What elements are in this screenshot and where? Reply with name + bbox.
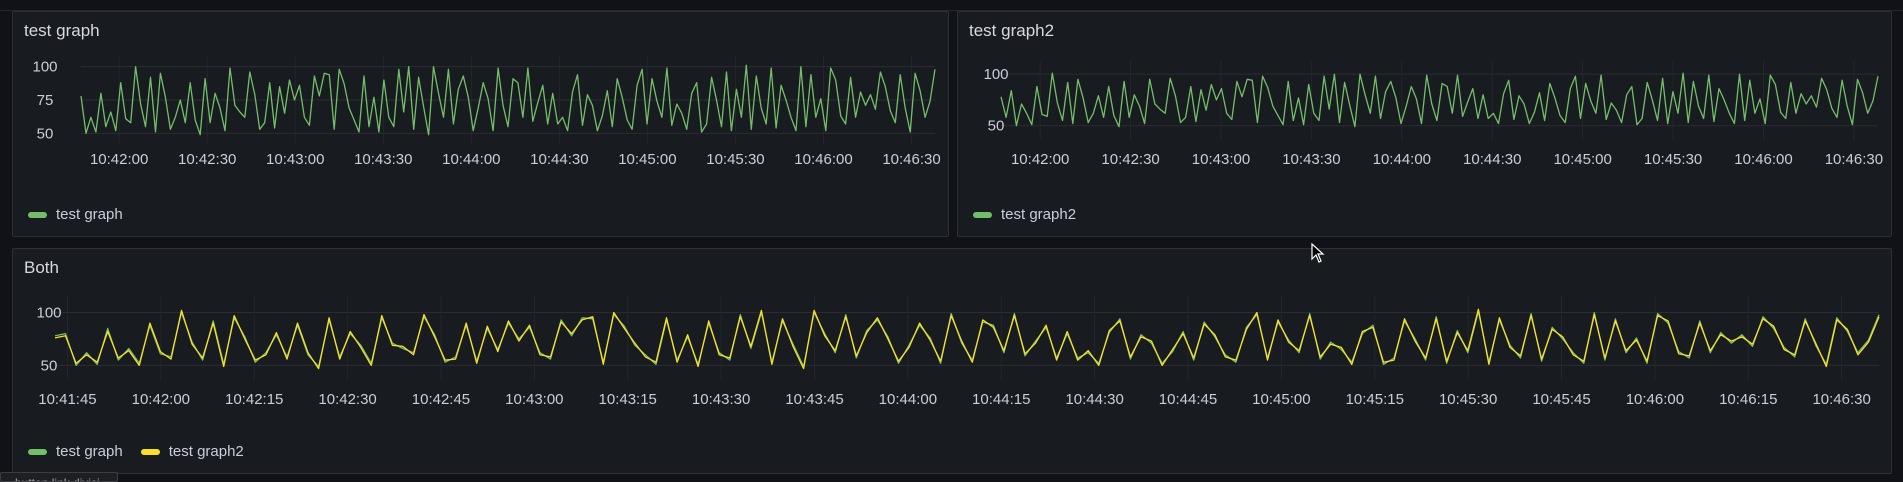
series-line-test-graph2 [54,308,1880,370]
x-tick-label: 10:45:30 [706,151,764,168]
x-tick-label: 10:46:00 [1734,151,1792,168]
legend-label: test graph2 [168,443,244,460]
legend-label: test graph2 [1001,206,1077,223]
y-tick-label: 50 [988,118,1005,135]
x-tick-label: 10:46:30 [1825,151,1883,168]
top-divider [0,0,1903,11]
chart-both: 50 100 10:41:45 10:42:00 10:42:15 10:42:30 10:… [36,296,1880,408]
x-tick-label: 10:42:30 [318,391,376,408]
legend-swatch [973,211,992,218]
chart-test-graph: 50 75 100 10:42:00 10:42:30 10:43:00 10:43:30 1… [32,56,941,168]
x-tick-label: 10:43:30 [692,391,750,408]
panel-both[interactable]: Both 50 100 10:41:45 10:42:00 10:42:15 10:42:… [12,248,1892,474]
x-tick-label: 10:45:00 [1252,391,1310,408]
legend: test graph [28,206,123,223]
mouse-cursor-icon [1311,243,1325,263]
x-tick-label: 10:41:45 [38,391,96,408]
legend-item-test-graph2[interactable]: test graph2 [973,206,1076,223]
series-line-test-graph [80,64,936,136]
x-tick-label: 10:42:00 [1011,151,1069,168]
x-tick-label: 10:45:30 [1439,391,1497,408]
y-tick-label: 50 [37,125,54,142]
x-tick-label: 10:43:00 [266,151,324,168]
x-tick-label: 10:44:30 [1463,151,1521,168]
x-tick-label: 10:46:15 [1719,391,1777,408]
x-tick-label: 10:42:15 [225,391,283,408]
panel-test-graph2[interactable]: test graph2 50 100 10:42:00 10:42:30 10:43:0… [957,11,1892,237]
panel-test-graph[interactable]: test graph 50 75 100 10:42:00 10:42:30 10:43:… [12,11,949,237]
legend-swatch [140,448,160,455]
x-tick-label: 10:42:45 [412,391,470,408]
panel-title[interactable]: Both [24,258,59,277]
x-tick-label: 10:43:45 [785,391,843,408]
y-tick-label: 100 [36,304,61,321]
x-tick-label: 10:44:15 [972,391,1030,408]
legend-swatch [28,448,47,455]
link-tooltip: ...button link divisi... [0,472,118,482]
x-tick-label: 10:44:45 [1159,391,1217,408]
x-tick-label: 10:45:00 [1553,151,1611,168]
x-tick-label: 10:46:00 [1626,391,1684,408]
x-tick-label: 10:45:45 [1532,391,1590,408]
x-tick-label: 10:45:00 [618,151,676,168]
x-tick-label: 10:46:00 [794,151,852,168]
x-tick-label: 10:43:30 [354,151,412,168]
x-tick-label: 10:42:30 [178,151,236,168]
legend-swatch [28,211,47,218]
x-tick-label: 10:45:15 [1346,391,1404,408]
y-tick-label: 75 [37,92,54,109]
legend: test graph test graph2 [28,443,244,460]
y-tick-label: 50 [41,357,58,374]
x-tick-label: 10:44:30 [1065,391,1123,408]
x-tick-label: 10:43:00 [1192,151,1250,168]
x-tick-label: 10:44:00 [879,391,937,408]
x-tick-label: 10:42:00 [132,391,190,408]
x-tick-label: 10:42:30 [1101,151,1159,168]
x-tick-label: 10:44:00 [442,151,500,168]
y-tick-label: 100 [983,66,1008,83]
x-tick-label: 10:46:30 [1812,391,1870,408]
x-tick-label: 10:44:30 [530,151,588,168]
x-tick-label: 10:45:30 [1644,151,1702,168]
x-tick-label: 10:42:00 [90,151,148,168]
x-tick-label: 10:43:15 [599,391,657,408]
x-tick-label: 10:43:30 [1282,151,1340,168]
legend: test graph2 [973,206,1076,223]
legend-item-test-graph[interactable]: test graph [28,443,123,460]
panel-title[interactable]: test graph2 [969,21,1055,40]
legend-label: test graph [56,206,123,223]
legend-item-test-graph2[interactable]: test graph2 [140,443,244,460]
legend-label: test graph [56,443,123,460]
legend-item-test-graph[interactable]: test graph [28,206,123,223]
chart-test-graph2: 50 100 10:42:00 10:42:30 10:43:00 10:43:30 10:… [983,61,1883,168]
x-tick-label: 10:43:00 [505,391,563,408]
panel-title[interactable]: test graph [24,21,100,40]
x-tick-label: 10:44:00 [1373,151,1431,168]
y-tick-label: 100 [32,59,57,76]
x-tick-label: 10:46:30 [882,151,940,168]
series-line-test-graph2 [1000,72,1879,128]
